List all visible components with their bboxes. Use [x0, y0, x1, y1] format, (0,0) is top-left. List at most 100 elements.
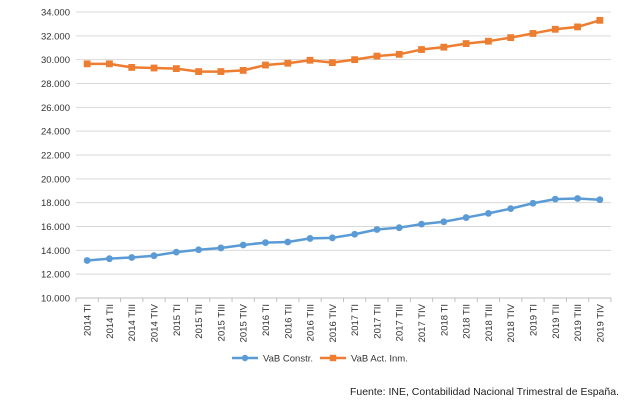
data-point — [462, 40, 470, 47]
x-tick-label: 2019 TII — [551, 304, 562, 339]
data-point — [596, 16, 604, 24]
data-point — [462, 214, 470, 221]
y-tick-label: 20.000 — [41, 174, 70, 185]
data-point — [128, 254, 136, 261]
y-tick-label: 28.000 — [41, 79, 70, 90]
legend-marker — [241, 354, 249, 362]
data-point — [418, 46, 425, 53]
data-point — [284, 238, 292, 246]
data-point — [395, 50, 403, 58]
series-line — [87, 197, 600, 262]
x-tick-label: 2018 TIII — [484, 304, 495, 341]
data-point — [195, 246, 203, 254]
y-tick-label: 18.000 — [41, 198, 70, 209]
x-tick-label: 2019 TIII — [573, 304, 584, 341]
legend-item: VaB Act. Inm. — [320, 354, 408, 365]
data-point — [351, 230, 359, 238]
data-point — [128, 64, 136, 71]
data-point — [484, 37, 492, 45]
data-point — [306, 56, 314, 64]
x-tick-label: 2014 TIII — [127, 304, 138, 341]
data-point — [195, 68, 203, 75]
y-tick-label: 10.000 — [41, 294, 70, 305]
x-axis — [75, 297, 612, 302]
legend-marker — [329, 354, 337, 362]
data-point — [440, 43, 448, 51]
x-tick-label: 2018 TII — [462, 304, 473, 339]
data-point — [328, 234, 336, 242]
y-axis-ticks: 10.000 12.000 14.000 16.000 18.000 20.000 22.0… — [41, 8, 70, 305]
x-tick-label: 2016 TII — [283, 304, 294, 339]
y-tick-label: 22.000 — [41, 151, 70, 162]
x-tick-label: 2015 TIII — [216, 304, 227, 341]
data-point — [551, 195, 559, 203]
data-point — [239, 241, 247, 249]
data-point — [351, 56, 359, 64]
y-tick-label: 34.000 — [41, 8, 70, 19]
x-tick-label: 2015 TIV — [239, 303, 250, 342]
data-point — [507, 205, 515, 213]
data-point — [574, 195, 581, 202]
series-line — [87, 19, 601, 73]
data-point — [284, 59, 292, 67]
data-point — [217, 244, 225, 252]
data-point — [484, 209, 492, 217]
x-tick-label: 2016 TIII — [306, 304, 317, 341]
x-tick-label: 2014 TII — [105, 304, 116, 339]
x-axis-ticks: 2014 TI 2014 TII 2014 TIII 2014 TIV 2015 TI 2… — [83, 303, 607, 342]
y-tick-label: 14.000 — [41, 246, 70, 257]
data-point — [306, 235, 314, 242]
legend-label: VaB Constr. — [263, 354, 313, 365]
y-tick-label: 30.000 — [41, 55, 70, 66]
data-point — [150, 64, 158, 72]
x-tick-label: 2019 TI — [528, 304, 539, 336]
data-point — [418, 220, 425, 228]
data-point — [529, 30, 537, 37]
data-point — [83, 60, 91, 68]
data-point — [172, 248, 180, 256]
x-tick-label: 2014 TI — [83, 304, 94, 336]
data-point — [262, 239, 269, 246]
legend-label: VaB Act. Inm. — [351, 354, 408, 365]
data-point — [172, 65, 180, 73]
data-point — [83, 257, 91, 264]
data-point — [217, 68, 225, 75]
legend: VaB Constr. VaB Act. Inm. — [232, 354, 408, 365]
data-point — [596, 196, 604, 204]
x-tick-label: 2019 TIV — [595, 303, 606, 342]
x-tick-label: 2015 TI — [172, 304, 183, 336]
y-tick-label: 32.000 — [41, 31, 70, 42]
series-act-inm — [83, 16, 604, 75]
x-tick-label: 2017 TIV — [417, 303, 428, 342]
y-tick-label: 12.000 — [41, 270, 70, 281]
data-point — [551, 25, 559, 33]
x-tick-label: 2017 TIII — [395, 304, 406, 341]
data-point — [262, 61, 269, 69]
series-group — [83, 16, 604, 264]
x-tick-label: 2015 TII — [194, 304, 205, 339]
data-point — [106, 255, 113, 263]
y-tick-label: 16.000 — [41, 222, 70, 233]
data-point — [574, 23, 581, 31]
x-tick-label: 2014 TIV — [150, 303, 161, 342]
data-point — [373, 226, 381, 233]
data-point — [150, 252, 158, 260]
data-point — [440, 218, 448, 226]
x-tick-label: 2018 TI — [439, 304, 450, 336]
data-point — [239, 66, 247, 74]
y-tick-label: 24.000 — [41, 127, 70, 138]
data-point — [395, 224, 403, 232]
x-tick-label: 2018 TIV — [506, 303, 517, 342]
source-note: Fuente: INE, Contabilidad Nacional Trime… — [349, 386, 619, 398]
data-point — [507, 34, 515, 42]
data-point — [373, 52, 381, 60]
x-tick-label: 2016 TIV — [328, 303, 339, 342]
x-tick-label: 2017 TII — [372, 304, 383, 339]
data-point — [328, 59, 336, 67]
y-tick-label: 26.000 — [41, 103, 70, 114]
series-constr — [83, 195, 604, 264]
data-point — [106, 60, 113, 68]
x-tick-label: 2016 TI — [261, 304, 272, 336]
gridlines — [76, 11, 611, 275]
